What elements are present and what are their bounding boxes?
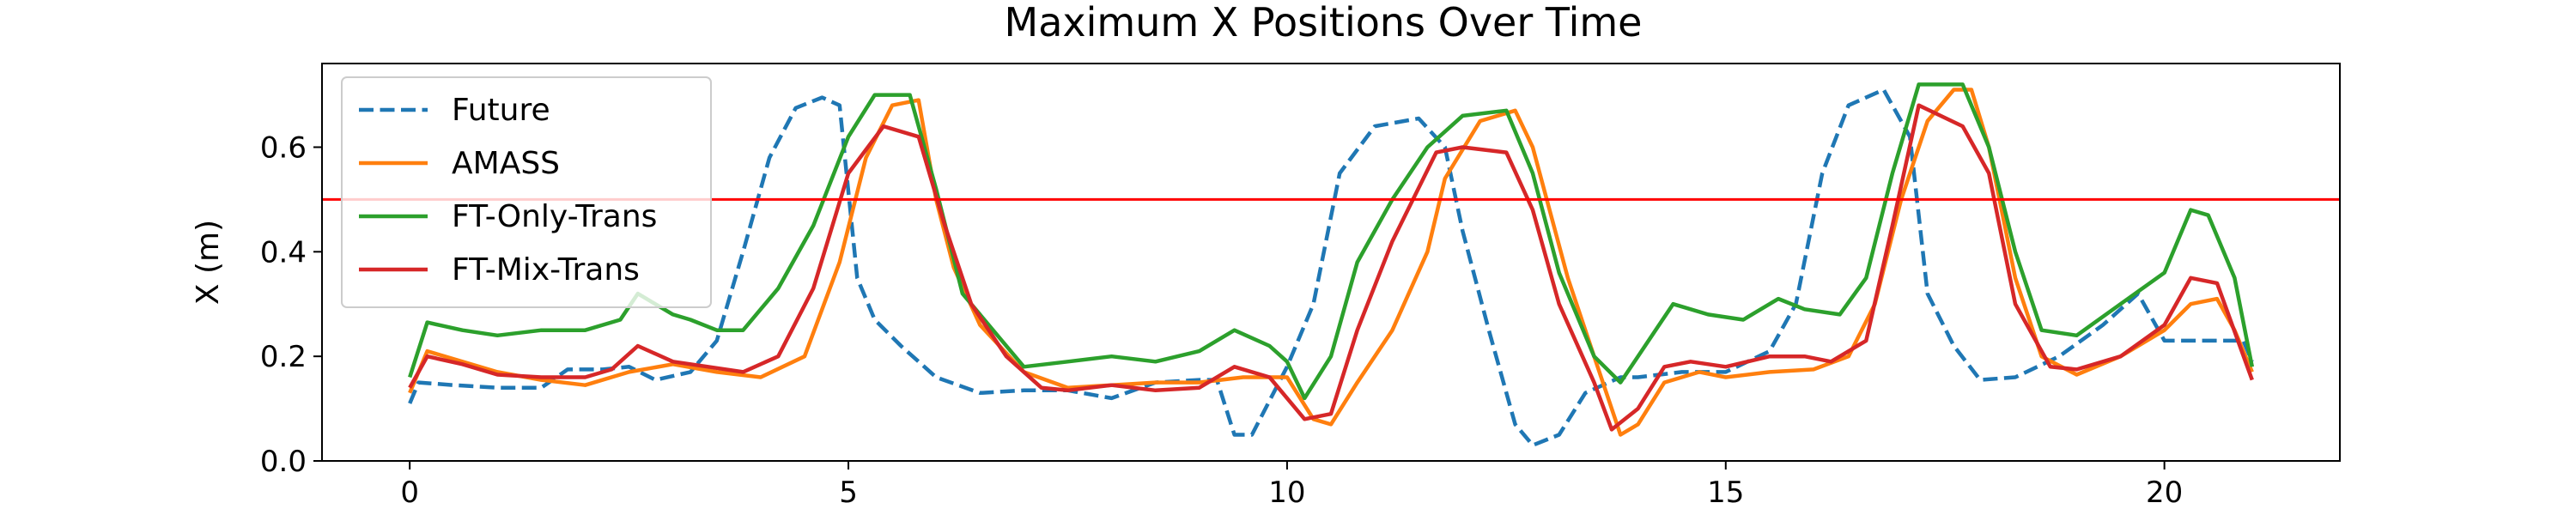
x-tick-label: 10 — [1268, 476, 1305, 510]
x-tick-label: 5 — [839, 476, 858, 510]
series-line-future — [408, 88, 2254, 447]
y-tick-label: 0.2 — [260, 340, 307, 374]
legend-label: AMASS — [452, 146, 560, 181]
y-axis-label: X (m) — [191, 220, 226, 305]
chart-title: Maximum X Positions Over Time — [1005, 0, 1643, 45]
series-layer — [408, 82, 2255, 447]
series-line-ft-mix-trans — [408, 103, 2254, 432]
legend-label: FT-Only-Trans — [452, 199, 657, 234]
legend: Future AMASS FT-Only-Trans FT-Mix-Trans — [341, 76, 712, 308]
series-line-ft-only-trans — [408, 82, 2255, 401]
x-tick-label: 20 — [2146, 476, 2183, 510]
y-tick-label: 0.0 — [260, 445, 307, 479]
x-tick-label: 15 — [1707, 476, 1744, 510]
legend-box — [341, 76, 712, 308]
axes-layer: 0 5 10 15 20 0.0 0.2 0.4 0.6 — [260, 63, 2341, 510]
legend-label: Future — [452, 93, 550, 128]
plot-frame — [321, 63, 2341, 462]
x-tick-label: 0 — [400, 476, 419, 510]
y-tick-label: 0.6 — [260, 130, 307, 165]
y-tick-label: 0.4 — [260, 235, 307, 270]
legend-label: FT-Mix-Trans — [452, 252, 640, 288]
series-group — [408, 82, 2255, 447]
series-line-amass — [408, 88, 2254, 437]
